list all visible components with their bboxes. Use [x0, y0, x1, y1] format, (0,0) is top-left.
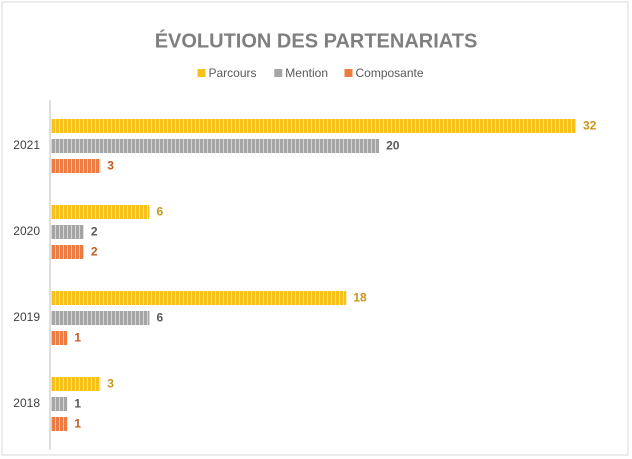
legend-label: Parcours [209, 66, 257, 80]
bar [51, 139, 380, 153]
bar [51, 205, 150, 219]
bar [51, 119, 576, 133]
bar [51, 311, 150, 325]
legend-label: Composante [356, 66, 424, 80]
data-label: 1 [74, 397, 81, 411]
data-label: 32 [583, 119, 597, 133]
data-label: 2 [91, 245, 98, 259]
data-label: 18 [353, 291, 367, 305]
data-label: 6 [156, 205, 163, 219]
y-tick-label: 2021 [13, 138, 40, 152]
bar [51, 291, 347, 305]
bar [51, 159, 101, 173]
chart-title: ÉVOLUTION DES PARTENARIATS [155, 29, 478, 52]
data-label: 6 [156, 311, 163, 325]
y-tick-label: 2019 [13, 310, 40, 324]
bar [51, 331, 68, 345]
bar [51, 225, 84, 239]
data-label: 3 [107, 159, 114, 173]
bar [51, 417, 68, 431]
data-label: 20 [386, 139, 400, 153]
data-label: 2 [91, 225, 98, 239]
legend-label: Mention [285, 66, 328, 80]
legend-swatch [197, 69, 206, 77]
data-label: 1 [74, 331, 81, 345]
y-tick-label: 2020 [13, 224, 40, 238]
y-tick-label: 2018 [13, 396, 40, 410]
legend-swatch [344, 69, 353, 77]
data-label: 1 [74, 417, 81, 431]
legend-swatch [274, 69, 283, 77]
bar [51, 245, 84, 259]
data-label: 3 [107, 377, 114, 391]
bar [51, 377, 101, 391]
bar [51, 397, 68, 411]
